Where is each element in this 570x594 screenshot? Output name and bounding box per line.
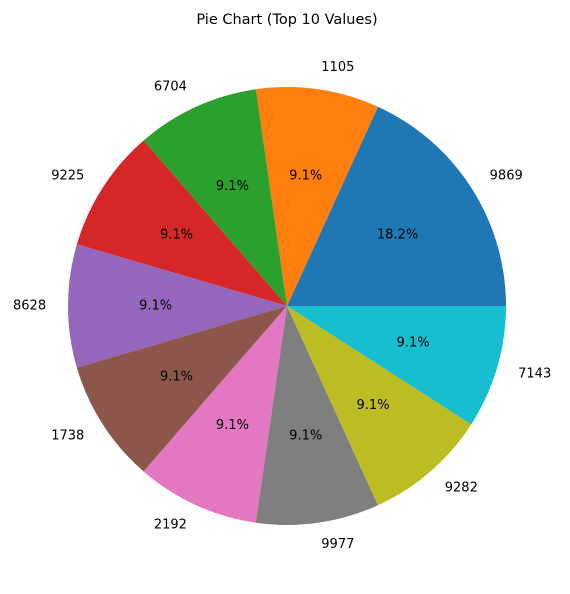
pie-percent-label: 9.1% — [397, 336, 430, 351]
pie-percent-label: 18.2% — [377, 227, 418, 242]
pie-slices — [68, 86, 506, 525]
pie-category-label: 1105 — [321, 60, 354, 75]
pie-percent-label: 9.1% — [289, 429, 322, 444]
pie-slice-1738 — [76, 306, 288, 472]
pie-slice-7143 — [287, 306, 506, 425]
pie-category-label: 8628 — [13, 299, 46, 314]
pie-percent-label: 9.1% — [160, 227, 193, 242]
pie-percent-label: 9.1% — [139, 299, 172, 314]
pie-percent-label: 9.1% — [160, 370, 193, 385]
pie-category-label: 2192 — [154, 518, 187, 533]
pie-percent-label: 9.1% — [216, 179, 249, 194]
pie-slice-9225 — [76, 140, 288, 306]
pie-category-label: 6704 — [154, 79, 187, 94]
pie-slice-8628 — [68, 244, 287, 368]
pie-category-label: 9282 — [445, 481, 478, 496]
pie-percent-label: 9.1% — [289, 168, 322, 183]
chart-title: Pie Chart (Top 10 Values) — [196, 12, 377, 28]
pie-category-labels: 9869 1105 6704 9225 8628 1738 2192 9977 9282 7143 — [13, 60, 551, 552]
pie-category-label: 9225 — [51, 168, 84, 183]
pie-slice-1105 — [255, 86, 378, 306]
pie-category-label: 1738 — [51, 429, 84, 444]
pie-category-label: 7143 — [518, 366, 551, 381]
pie-category-label: 9977 — [321, 537, 354, 552]
pie-percent-label: 9.1% — [216, 418, 249, 433]
pie-slice-9977 — [255, 306, 378, 525]
pie-category-label: 9869 — [490, 168, 523, 183]
pie-percent-labels: 18.2% 9.1% 9.1% 9.1% 9.1% 9.1% 9.1% 9.1% 9.1% 9.1… — [139, 168, 430, 443]
pie-slice-9282 — [287, 306, 472, 506]
pie-percent-label: 9.1% — [357, 398, 390, 413]
pie-slice-9869 — [287, 106, 506, 307]
pie-slice-6704 — [143, 89, 287, 307]
pie-slice-2192 — [143, 306, 287, 523]
